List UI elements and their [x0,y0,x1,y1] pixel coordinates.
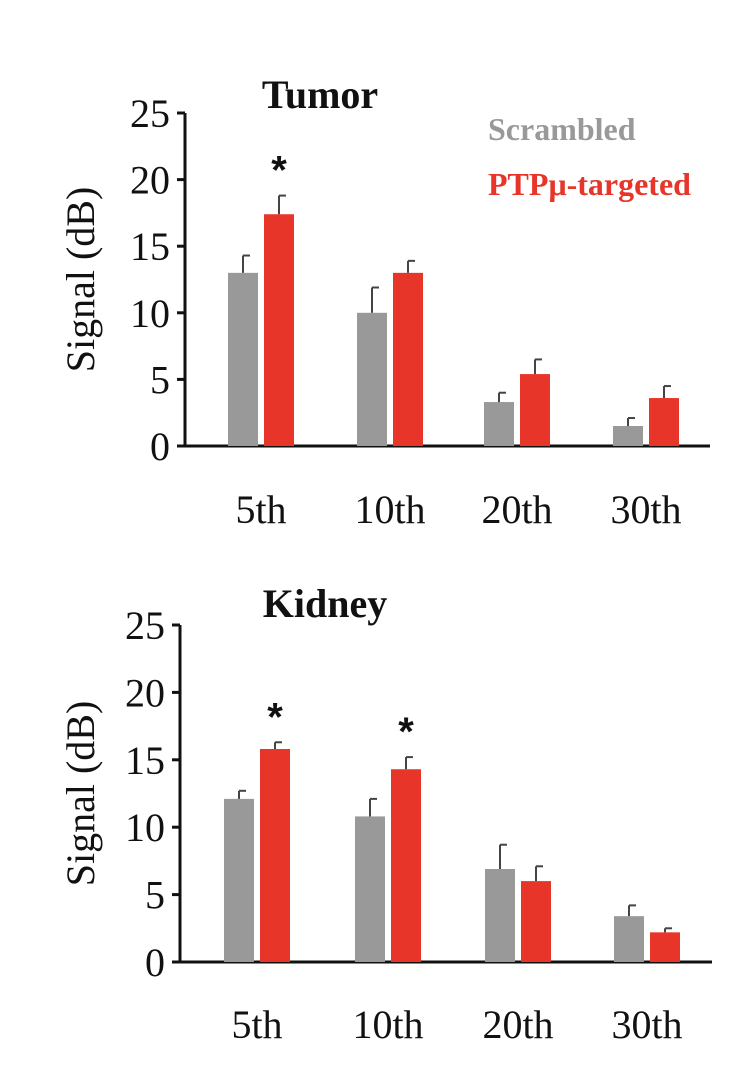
x-tick-label: 10th [354,487,425,532]
chart-panel-kidney: Kidney Signal (dB) 0 5 10 15 20 25 5th * 10th * 20th… [58,581,712,1047]
x-tick-label: 30th [611,1002,682,1047]
bar-scrambled-10th [355,816,385,962]
chart-title: Kidney [263,581,387,626]
y-tick-label: 5 [145,873,165,918]
bar-ptpmu-targeted-20th [520,374,550,446]
y-tick-label: 25 [125,603,165,648]
bar-scrambled-5th [224,798,254,962]
bar-scrambled-20th [485,868,515,962]
bar-scrambled-5th [228,272,258,446]
y-axis-label: Signal (dB) [58,187,103,373]
bar-scrambled-30th [614,916,644,962]
y-tick-label: 20 [130,158,170,203]
y-tick-label: 10 [130,291,170,336]
x-tick-label: 20th [482,1002,553,1047]
significance-marker: * [271,149,287,193]
y-tick-label: 15 [130,224,170,269]
bar-scrambled-30th [613,426,643,446]
bar-ptpmu-targeted-5th [264,214,294,446]
bar-scrambled-10th [357,312,387,446]
x-tick-label: 10th [352,1002,423,1047]
chart-legend: Scrambled PTPμ-targeted [488,111,691,202]
y-tick-label: 15 [125,738,165,783]
bar-ptpmu-targeted-10th [391,769,421,962]
legend-entry-scrambled: Scrambled [488,111,636,147]
chart-title: Tumor [262,72,378,117]
significance-marker: * [267,695,283,739]
y-tick-label: 10 [125,805,165,850]
significance-marker: * [398,710,414,754]
chart-panel-tumor: Tumor Signal (dB) 0 5 10 15 20 25 5th * 10th 20th 30… [58,72,710,532]
y-tick-label: 25 [130,91,170,136]
bar-ptpmu-targeted-10th [393,272,423,446]
y-axis-label: Signal (dB) [58,701,103,887]
bar-ptpmu-targeted-20th [521,881,551,962]
y-tick-label: 0 [150,424,170,469]
bar-scrambled-20th [484,402,514,446]
y-tick-label: 5 [150,357,170,402]
y-tick-label: 0 [145,940,165,985]
bar-ptpmu-targeted-30th [649,398,679,446]
x-tick-label: 20th [481,487,552,532]
legend-entry-ptpmu-targeted: PTPμ-targeted [488,166,691,202]
bar-ptpmu-targeted-30th [650,932,680,962]
x-tick-label: 5th [231,1002,282,1047]
x-tick-label: 30th [610,487,681,532]
bar-ptpmu-targeted-5th [260,749,290,962]
x-tick-label: 5th [235,487,286,532]
y-tick-label: 20 [125,670,165,715]
